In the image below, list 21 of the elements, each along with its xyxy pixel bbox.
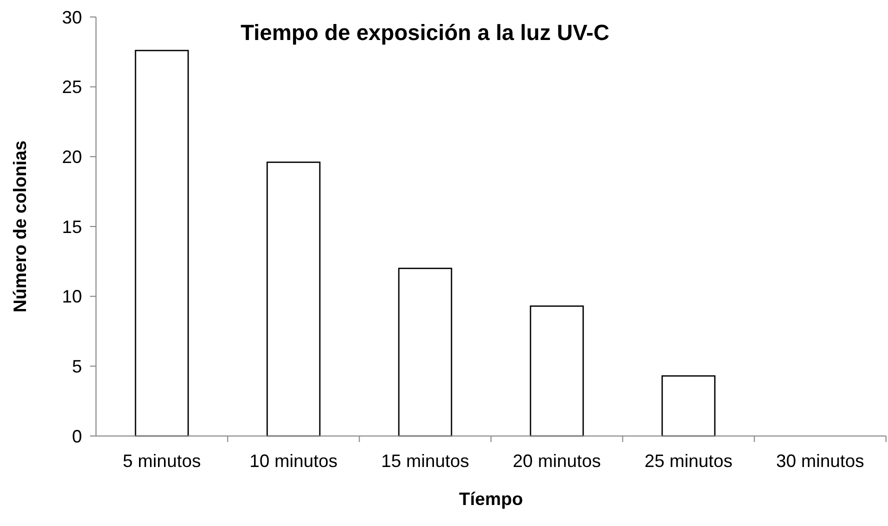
y-tick-label: 20: [62, 146, 82, 167]
bar: [530, 305, 584, 437]
y-tick-label: 30: [62, 7, 82, 28]
y-tick-label: 5: [72, 356, 82, 376]
chart-title: Tiempo de exposición a la luz UV-C: [240, 20, 610, 45]
x-tick-label: 10 minutos: [249, 451, 338, 471]
bar: [134, 50, 189, 437]
x-tick-label: 5 minutos: [122, 451, 201, 471]
y-tick-label: 0: [72, 426, 82, 446]
y-tick-label: 25: [62, 77, 82, 98]
bar: [266, 162, 320, 437]
y-tick-label: 10: [62, 286, 82, 307]
x-tick-label: 30 minutos: [776, 451, 864, 471]
bar: [662, 375, 716, 437]
x-axis-title: Tíempo: [458, 489, 524, 509]
x-tick-label: 15 minutos: [381, 451, 470, 471]
x-tick-label: 25 minutos: [644, 451, 733, 471]
y-axis-title: Número de colonias: [10, 140, 30, 313]
bar: [398, 268, 452, 437]
x-tick-label: 20 minutos: [512, 451, 601, 471]
y-tick-label: 15: [62, 216, 82, 237]
